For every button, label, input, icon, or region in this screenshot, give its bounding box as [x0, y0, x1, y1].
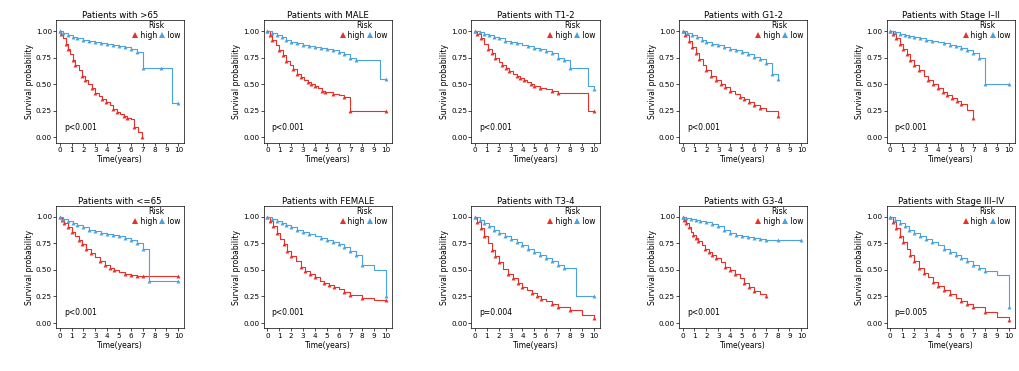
Text: p<0.001: p<0.001 [64, 308, 97, 317]
Title: Patients with <=65: Patients with <=65 [78, 197, 162, 206]
Title: Patients with Stage I–II: Patients with Stage I–II [901, 12, 999, 20]
Y-axis label: Survival probability: Survival probability [232, 230, 242, 305]
Text: p<0.001: p<0.001 [894, 122, 926, 132]
Text: p<0.001: p<0.001 [479, 122, 512, 132]
Y-axis label: Survival probability: Survival probability [855, 44, 863, 119]
Title: Patients with T1-2: Patients with T1-2 [496, 12, 574, 20]
X-axis label: Time(years): Time(years) [927, 155, 973, 164]
X-axis label: Time(years): Time(years) [927, 341, 973, 349]
Legend:  high,  low: high, low [131, 205, 181, 227]
Text: p=0.004: p=0.004 [479, 308, 512, 317]
Text: p=0.005: p=0.005 [894, 308, 926, 317]
Y-axis label: Survival probability: Survival probability [855, 230, 863, 305]
Legend:  high,  low: high, low [546, 19, 596, 42]
Legend:  high,  low: high, low [339, 205, 389, 227]
Y-axis label: Survival probability: Survival probability [647, 44, 656, 119]
X-axis label: Time(years): Time(years) [719, 155, 765, 164]
Y-axis label: Survival probability: Survival probability [647, 230, 656, 305]
Legend:  high,  low: high, low [961, 19, 1012, 42]
Y-axis label: Survival probability: Survival probability [24, 44, 34, 119]
Title: Patients with G3-4: Patients with G3-4 [703, 197, 782, 206]
X-axis label: Time(years): Time(years) [513, 155, 557, 164]
Legend:  high,  low: high, low [546, 205, 596, 227]
Title: Patients with Stage III–IV: Patients with Stage III–IV [897, 197, 1003, 206]
Text: p<0.001: p<0.001 [271, 308, 304, 317]
Title: Patients with T3-4: Patients with T3-4 [496, 197, 574, 206]
Title: Patients with MALE: Patients with MALE [286, 12, 369, 20]
Title: Patients with >65: Patients with >65 [82, 12, 158, 20]
Legend:  high,  low: high, low [961, 205, 1012, 227]
Y-axis label: Survival probability: Survival probability [232, 44, 242, 119]
X-axis label: Time(years): Time(years) [719, 341, 765, 349]
X-axis label: Time(years): Time(years) [305, 341, 351, 349]
Text: p<0.001: p<0.001 [686, 122, 719, 132]
Y-axis label: Survival probability: Survival probability [439, 230, 448, 305]
Text: p<0.001: p<0.001 [271, 122, 304, 132]
X-axis label: Time(years): Time(years) [97, 341, 143, 349]
Title: Patients with G1-2: Patients with G1-2 [703, 12, 782, 20]
Legend:  high,  low: high, low [339, 19, 389, 42]
Y-axis label: Survival probability: Survival probability [24, 230, 34, 305]
X-axis label: Time(years): Time(years) [305, 155, 351, 164]
Legend:  high,  low: high, low [754, 205, 804, 227]
Legend:  high,  low: high, low [131, 19, 181, 42]
Text: p<0.001: p<0.001 [686, 308, 719, 317]
X-axis label: Time(years): Time(years) [513, 341, 557, 349]
Title: Patients with FEMALE: Patients with FEMALE [281, 197, 374, 206]
Y-axis label: Survival probability: Survival probability [439, 44, 448, 119]
X-axis label: Time(years): Time(years) [97, 155, 143, 164]
Text: p<0.001: p<0.001 [64, 122, 97, 132]
Legend:  high,  low: high, low [754, 19, 804, 42]
